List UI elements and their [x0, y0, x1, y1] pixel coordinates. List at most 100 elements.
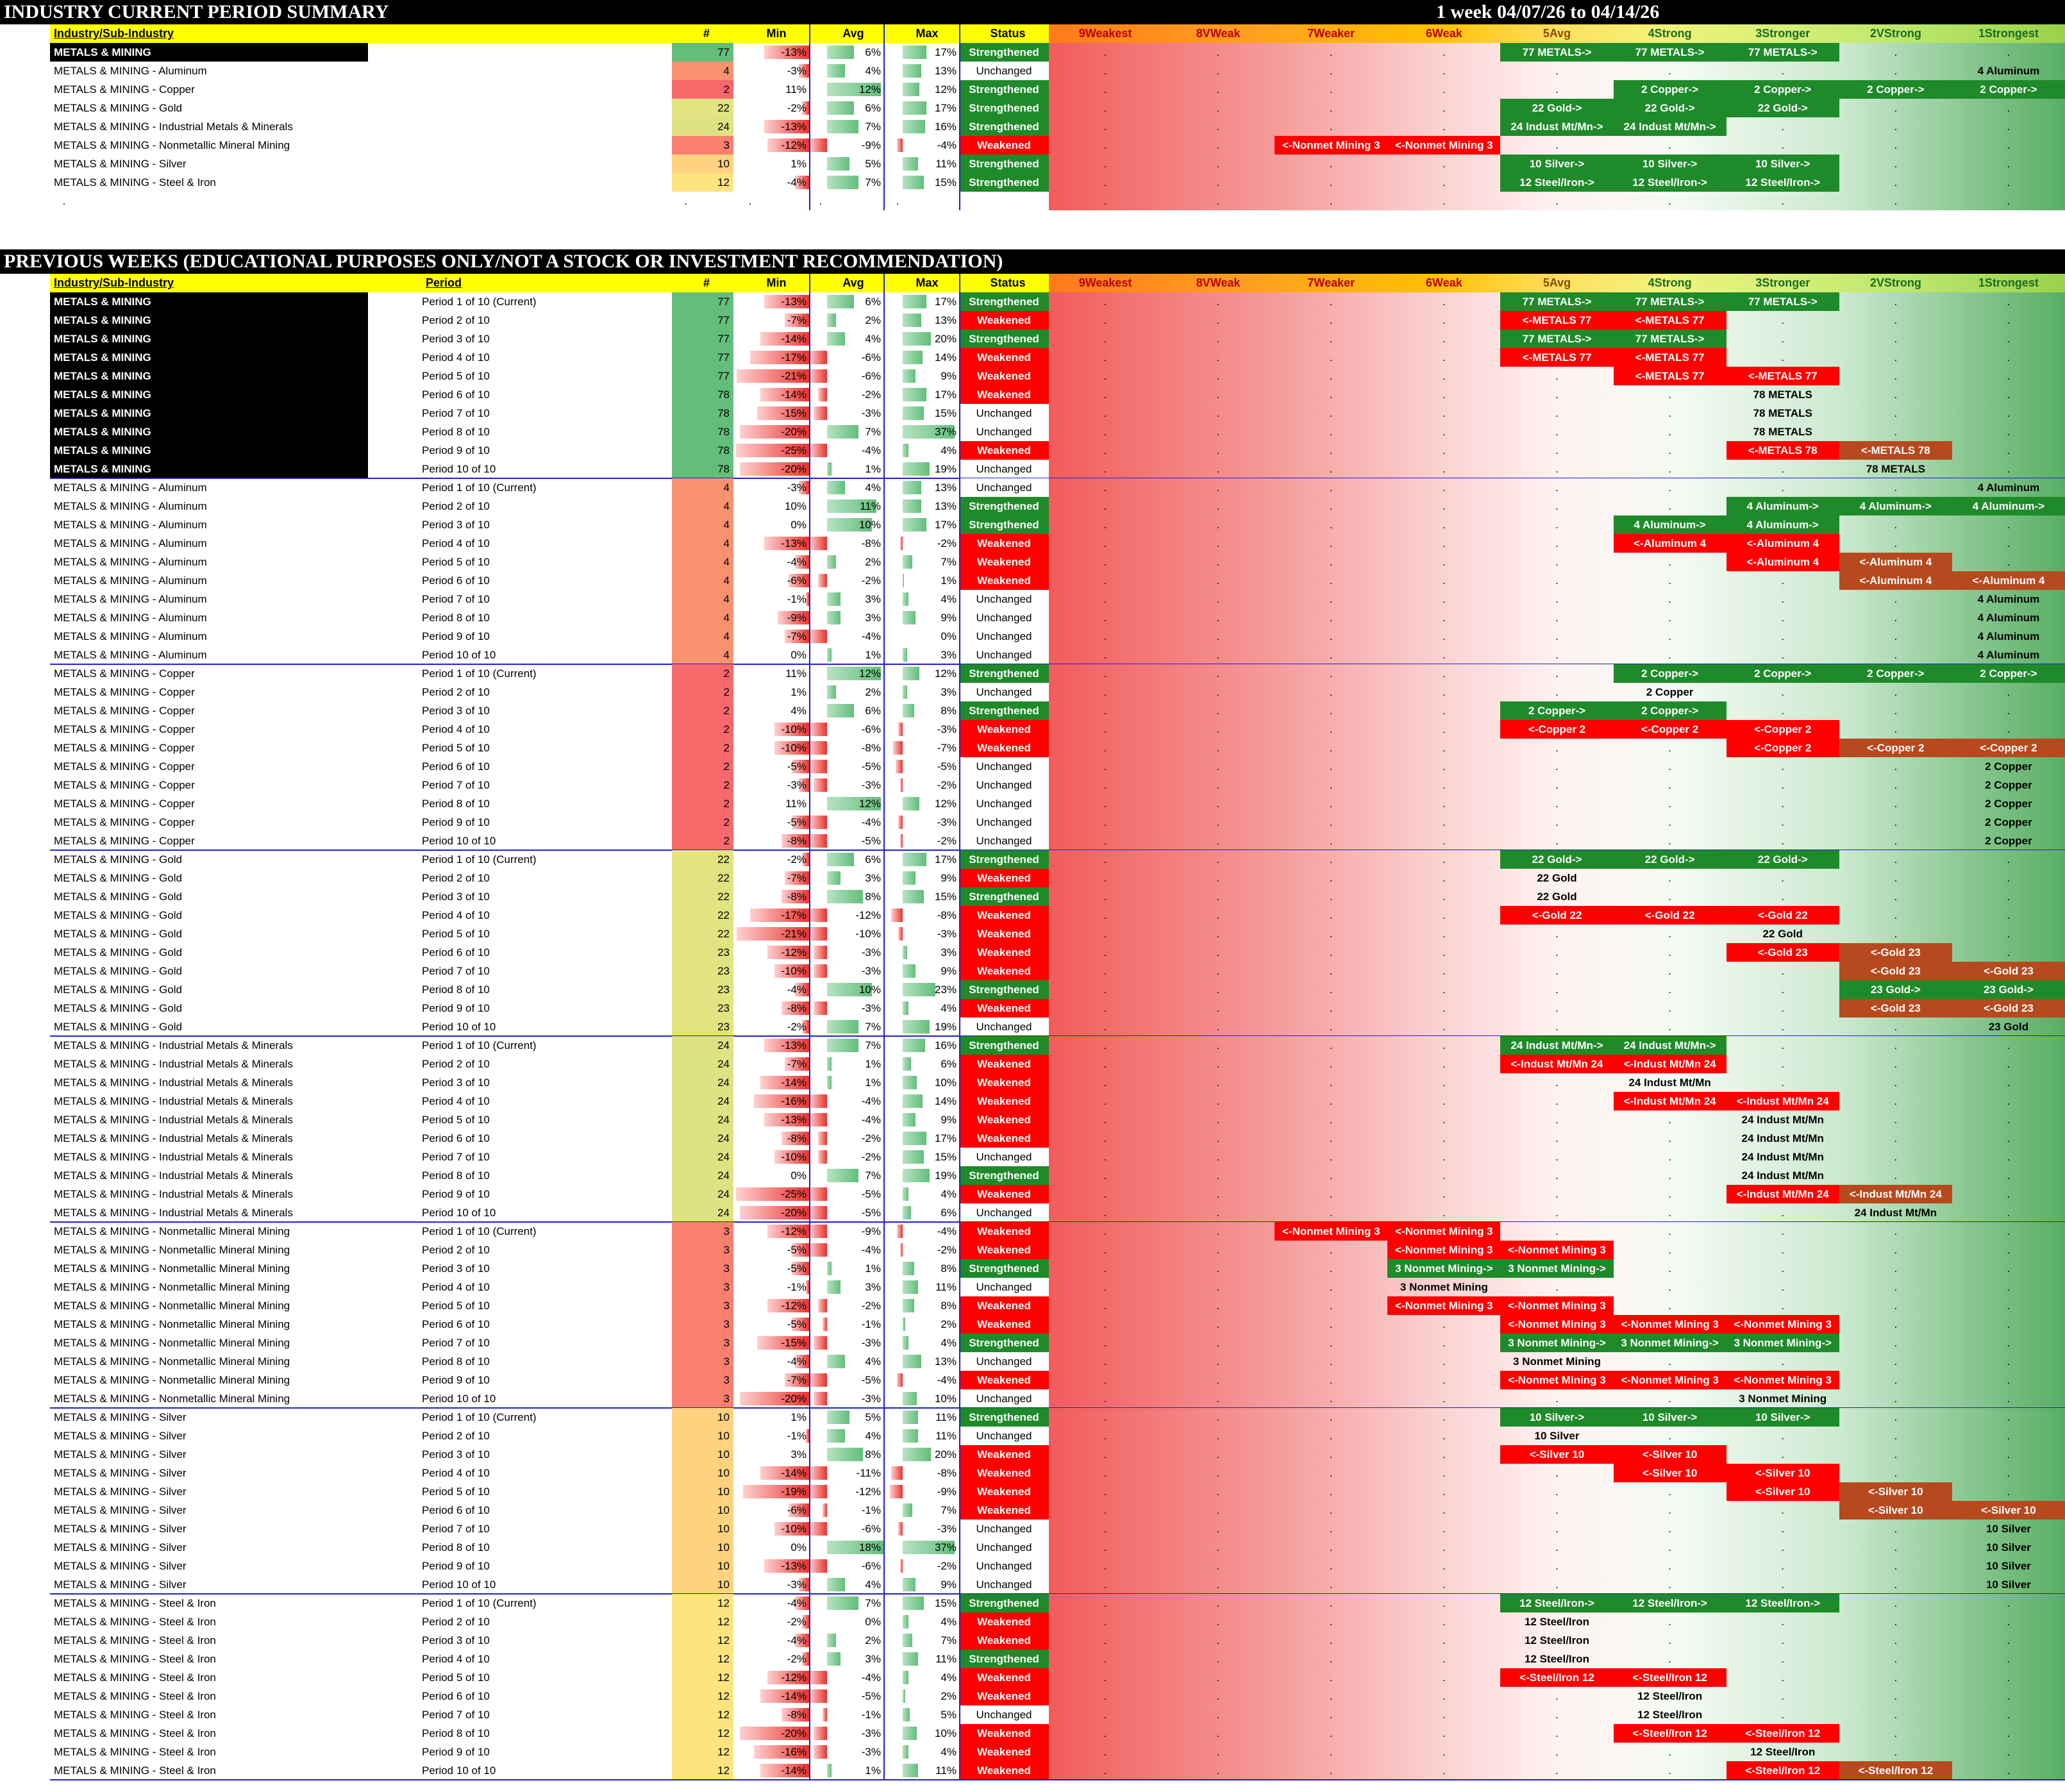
grade-dot: .: [1216, 537, 1220, 549]
grade-dot: .: [1103, 426, 1107, 438]
grade-cell-4: 3 Nonmet Mining->: [1613, 1334, 1726, 1352]
count-value: 2: [672, 80, 733, 99]
grade-dot: .: [1442, 574, 1446, 587]
max-bar: [903, 1634, 913, 1647]
grade-cell-5: <-Gold 22: [1500, 906, 1614, 925]
avg-bar: [809, 1671, 827, 1684]
avg-bar: [823, 1318, 827, 1331]
grade-dot: .: [1555, 686, 1559, 698]
grade-dot: .: [1329, 816, 1333, 828]
avg-value: 2%: [865, 556, 881, 568]
avg-bar: [827, 871, 840, 885]
max-bar: [903, 1094, 923, 1108]
industry-name: METALS & MINING - Silver: [54, 158, 187, 170]
grade-dot: .: [1555, 649, 1559, 661]
current-summary-title-bar: INDUSTRY CURRENT PERIOD SUMMARY 1 week 0…: [0, 0, 2065, 24]
grade-dot: .: [1103, 798, 1107, 810]
grade-band: [1049, 1017, 2065, 1036]
grade-dot: .: [1103, 1262, 1107, 1275]
grade-dot: .: [1329, 426, 1333, 438]
grade-dot: .: [1329, 1746, 1333, 1758]
max-value: 10%: [934, 1076, 957, 1089]
grade-dot: .: [1555, 1727, 1559, 1739]
count-value: 4: [672, 515, 733, 534]
grade-cell-2: <-Silver 10: [1839, 1482, 1952, 1501]
table-row: METALS & MINING - Industrial Metals & Mi…: [0, 1073, 2065, 1092]
grade-dot: .: [1668, 1132, 1671, 1144]
grade-band: [1049, 404, 2065, 423]
grade-dot: .: [2007, 1188, 2011, 1200]
avg-value: 0%: [865, 1616, 881, 1628]
grade-dot: .: [1894, 1039, 1898, 1051]
grade-dot: .: [1781, 835, 1785, 847]
grade-dot: .: [1216, 1746, 1220, 1758]
table-row: METALS & MINING - Silver Period 8 of 10 10…: [0, 1538, 2065, 1557]
grade-cell-5: 77 METALS->: [1500, 43, 1614, 62]
grade-dot: .: [1216, 1727, 1220, 1739]
min-value: -10%: [781, 723, 807, 735]
grade-dot: .: [1894, 649, 1898, 661]
max-bar: [897, 138, 903, 152]
grade-band: [1049, 1687, 2065, 1705]
avg-value: 3%: [865, 1281, 881, 1293]
grade-dot: .: [1668, 816, 1671, 828]
max-value: 12%: [934, 798, 957, 810]
count-value: 3: [672, 1352, 733, 1371]
grade-dot: .: [1442, 667, 1446, 680]
grade-dot: .: [2007, 139, 2011, 151]
grade-dot: .: [1103, 1225, 1107, 1237]
grade-dot: .: [1442, 370, 1446, 382]
grade-dot: .: [1781, 574, 1785, 587]
grade-dot: .: [1442, 779, 1446, 791]
min-bar: [781, 834, 809, 848]
grade-band: [1049, 1389, 2065, 1408]
grade-dot: .: [1216, 1374, 1220, 1386]
header-period: Period: [426, 276, 462, 289]
grade-dot: .: [1216, 65, 1220, 77]
max-value: 4%: [941, 1337, 957, 1349]
min-value: -25%: [781, 1188, 807, 1200]
grade-dot: .: [1216, 574, 1220, 587]
min-value: -14%: [781, 1076, 807, 1089]
min-value: -8%: [787, 1709, 807, 1721]
count-value: 12: [672, 1594, 733, 1612]
avg-value: 1%: [865, 1262, 881, 1275]
min-value: -1%: [787, 1281, 807, 1293]
grade-band: [1049, 478, 2065, 497]
period-label: Period 7 of 10: [422, 779, 490, 791]
avg-value: 5%: [865, 158, 881, 170]
avg-value: 12%: [858, 798, 881, 810]
grade-dot: .: [1442, 1151, 1446, 1163]
grade-dot: .: [1329, 630, 1333, 642]
industry-name: METALS & MINING - Industrial Metals & Mi…: [54, 1114, 293, 1126]
avg-value: -4%: [861, 1114, 881, 1126]
min-value: -8%: [787, 835, 807, 847]
grade-dot: .: [1103, 649, 1107, 661]
grade-dot: .: [1103, 481, 1107, 494]
grade-cell-3: 22 Gold->: [1726, 850, 1839, 869]
grade-cell-2: 23 Gold->: [1839, 980, 1952, 999]
max-value: 6%: [941, 1207, 957, 1219]
period-label: Period 9 of 10: [422, 630, 490, 642]
max-bar: [903, 425, 955, 439]
period-label: Period 10 of 10: [422, 1207, 496, 1219]
grade-dot: .: [1781, 1616, 1785, 1628]
avg-value: -6%: [861, 1560, 881, 1572]
max-bar: [903, 1689, 906, 1703]
period-label: Period 10 of 10: [422, 463, 496, 475]
grade-dot: .: [1668, 779, 1671, 791]
count-value: 78: [672, 404, 733, 423]
min-bar: [753, 1745, 809, 1759]
period-label: Period 10 of 10: [422, 1021, 496, 1033]
industry-name: METALS & MINING - Steel & Iron: [54, 1690, 216, 1702]
max-bar: [903, 704, 914, 717]
grade-dot: .: [1103, 705, 1107, 717]
grade-dot: .: [1329, 333, 1333, 345]
min-bar: [802, 1652, 809, 1666]
period-label: Period 6 of 10: [422, 574, 490, 587]
grade-cell-3: <-Nonmet Mining 3: [1726, 1315, 1839, 1334]
avg-bar: [827, 685, 836, 699]
avg-value: -8%: [861, 742, 881, 754]
header-row: Industry/Sub-Industry # Min Avg Max Status 9We…: [0, 24, 2065, 43]
period-label: Period 2 of 10: [422, 872, 490, 884]
